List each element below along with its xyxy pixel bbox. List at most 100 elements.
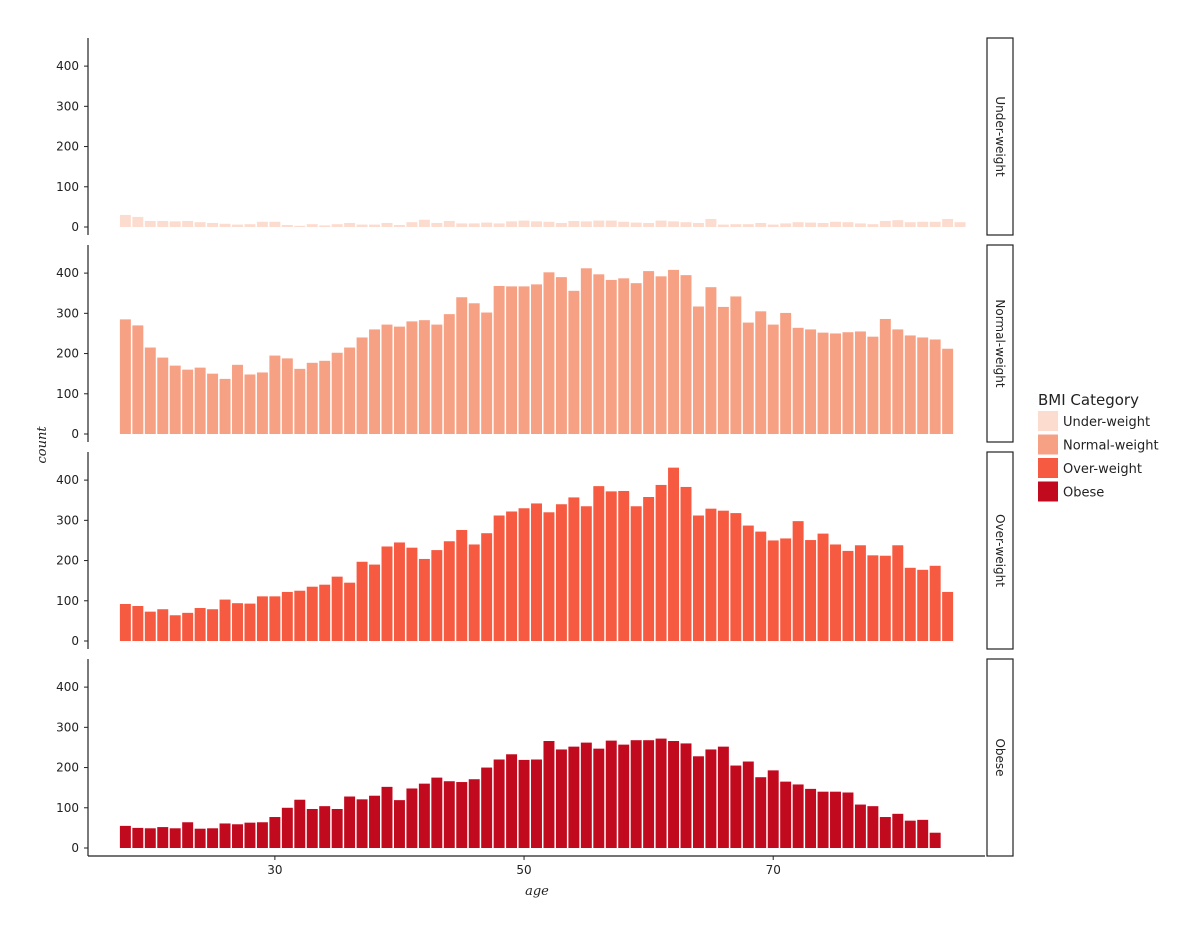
bar (555, 222, 567, 227)
bar (830, 333, 841, 434)
bar (506, 511, 518, 641)
bar (917, 819, 929, 848)
bar (593, 274, 605, 434)
bar (269, 355, 281, 434)
bar (306, 224, 318, 227)
bar (256, 822, 268, 848)
bar (294, 799, 306, 848)
bar (144, 220, 156, 227)
bar (232, 364, 243, 434)
bar (281, 224, 293, 227)
bar (593, 748, 605, 848)
bar (157, 609, 169, 641)
strip-box (986, 37, 1014, 236)
y-tick-label: 300 (56, 99, 79, 113)
bar (668, 741, 680, 848)
bar (543, 741, 555, 848)
bar (207, 828, 219, 848)
bar (431, 550, 443, 641)
y-tick-label: 300 (56, 720, 79, 734)
bar (381, 222, 393, 227)
bar (506, 286, 518, 434)
strip-box (986, 244, 1014, 443)
bar (692, 515, 704, 641)
bar (730, 513, 742, 641)
panel-obese: 0 100 200 300 400 Obese (56, 658, 1014, 857)
bar (406, 321, 418, 434)
bar (892, 545, 904, 641)
legend-label: Normal-weight (1063, 439, 1159, 454)
bar (705, 508, 717, 641)
bar (443, 541, 455, 641)
bar (493, 759, 505, 848)
bar (929, 832, 941, 848)
bar (755, 311, 767, 434)
bar (742, 322, 754, 434)
bar (618, 278, 630, 434)
y-tick-label: 200 (56, 761, 79, 775)
bar (393, 224, 405, 227)
strip-label: Obese (993, 738, 1007, 776)
bar (132, 827, 144, 848)
bar (531, 759, 542, 848)
bar (306, 586, 318, 641)
bar (593, 220, 605, 227)
bar (468, 223, 480, 227)
bar (244, 224, 256, 227)
bar (219, 223, 231, 227)
bar (306, 808, 318, 848)
bar (680, 743, 692, 848)
bar (232, 824, 243, 848)
bar (655, 738, 667, 848)
bar (381, 546, 393, 641)
bar (493, 515, 505, 641)
bar (568, 290, 580, 434)
bar (294, 225, 306, 227)
bar (867, 555, 879, 641)
bar (281, 807, 293, 848)
bar (506, 754, 518, 848)
y-tick-label: 200 (56, 554, 79, 568)
bar (431, 324, 443, 434)
bar (879, 817, 891, 848)
bar (904, 820, 916, 848)
bar (531, 503, 542, 641)
bar (742, 525, 754, 641)
legend-swatch (1038, 434, 1058, 455)
bar (742, 761, 754, 848)
bar (854, 223, 866, 227)
bar (655, 220, 667, 227)
bar (929, 565, 941, 641)
bar (705, 287, 717, 434)
bar (369, 224, 381, 227)
bar (269, 596, 281, 641)
bar (717, 306, 729, 434)
legend-swatch (1038, 411, 1058, 431)
bar (892, 813, 904, 848)
bar (680, 486, 692, 641)
legend-swatch (1038, 458, 1058, 478)
bar (892, 220, 904, 227)
bar (830, 544, 841, 641)
bar (182, 822, 194, 848)
bar (418, 320, 430, 434)
y-tick-label: 100 (56, 801, 79, 815)
strip-box (986, 658, 1014, 857)
bar (780, 781, 792, 848)
bar (904, 567, 916, 641)
bar (456, 223, 468, 227)
bar (655, 484, 667, 641)
bar (381, 324, 393, 434)
strip-box (986, 451, 1014, 650)
bar (393, 800, 405, 848)
x-tick-label: 50 (516, 863, 531, 877)
bar (119, 214, 131, 227)
bar (805, 540, 817, 641)
bar (792, 222, 804, 227)
bar (643, 740, 655, 848)
bar (892, 329, 904, 434)
bar (717, 746, 729, 848)
y-tick-label: 100 (56, 387, 79, 401)
bar (580, 506, 592, 641)
bar (555, 749, 567, 848)
